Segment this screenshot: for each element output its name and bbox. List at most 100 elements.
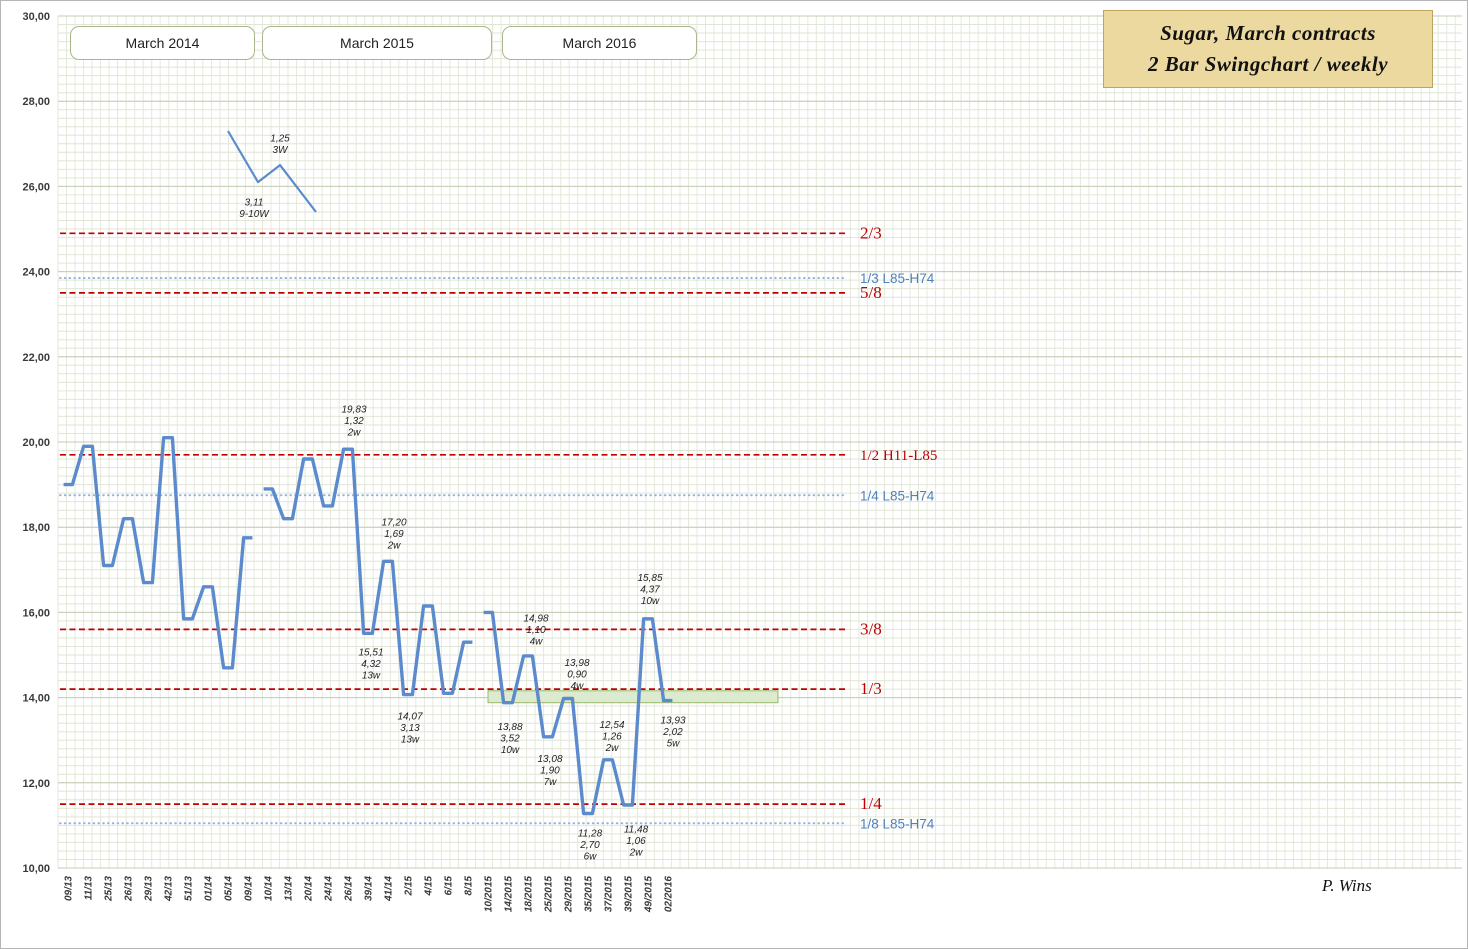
swing-annotation: 14,07 [397, 711, 422, 722]
y-axis-label: 10,00 [22, 863, 50, 875]
month-tab-label: March 2016 [562, 35, 637, 51]
swing-annotation: 2w [605, 743, 620, 754]
x-axis-label: 2/15 [404, 876, 415, 897]
swing-annotation: 13,08 [537, 754, 562, 765]
x-axis-label: 05/14 [224, 876, 235, 901]
level-label-5-8: 5/8 [860, 283, 882, 302]
swing-annotation: 17,20 [381, 518, 406, 529]
level-label-1-8-l85-h74: 1/8 L85-H74 [860, 816, 935, 831]
swing-annotation: 5w [667, 739, 681, 750]
x-axis-label: 09/13 [64, 876, 75, 901]
swing-annotation: 2,02 [662, 727, 683, 738]
swing-annotation: 0,90 [567, 670, 587, 681]
chart-title-box: Sugar, March contracts 2 Bar Swingchart … [1103, 10, 1433, 88]
x-axis-label: 10/14 [264, 876, 275, 901]
y-axis-label: 14,00 [22, 693, 50, 705]
y-axis-label: 18,00 [22, 522, 50, 534]
x-axis-label: 14/2015 [504, 876, 515, 913]
x-axis-label: 29/13 [144, 876, 155, 902]
x-axis-label: 18/2015 [524, 876, 535, 913]
x-axis-label: 11/13 [84, 876, 95, 901]
x-axis-label: 42/13 [164, 876, 175, 902]
x-axis-label: 8/15 [464, 876, 475, 896]
price-series-march-2016-contract [483, 610, 673, 816]
y-axis-label: 28,00 [22, 96, 50, 108]
swing-annotation: 13,93 [660, 716, 685, 727]
chart-title-line2: 2 Bar Swingchart / weekly [1147, 52, 1389, 76]
swing-annotation: 2w [629, 847, 644, 858]
swing-annotation: 12,54 [599, 720, 624, 731]
swing-annotation: 6w [584, 852, 598, 863]
swing-annotation: 3W [273, 145, 290, 156]
swing-annotation: 15,51 [358, 648, 383, 659]
swing-annotation: 10w [501, 745, 520, 756]
x-axis-label: 6/15 [444, 876, 455, 896]
swing-annotation: 7w [544, 777, 558, 788]
level-label-1-2-h11-l85: 1/2 H11-L85 [860, 448, 937, 464]
x-axis-label: 09/14 [244, 876, 255, 901]
swing-annotation: 1,10 [526, 625, 546, 636]
price-series-march-2014-high-fragment [227, 130, 317, 213]
swing-annotation: 13w [362, 671, 381, 682]
chart-title-line1: Sugar, March contracts [1160, 20, 1376, 45]
level-label-2-3: 2/3 [860, 223, 882, 242]
level-label-1-3: 1/3 [860, 679, 882, 698]
month-tab-label: March 2015 [340, 35, 414, 51]
price-series-march-2014-contract [63, 436, 253, 670]
swing-annotation: 9-10W [239, 209, 270, 220]
swing-annotation: 10w [641, 596, 660, 607]
y-axis-label: 20,00 [22, 437, 50, 449]
swing-annotation: 2,70 [579, 840, 600, 851]
swing-annotation: 4w [530, 636, 544, 647]
swing-annotation: 1,69 [384, 529, 404, 540]
month-tab-label: March 2014 [125, 35, 200, 51]
level-label-1-4-l85-h74: 1/4 L85-H74 [860, 488, 935, 503]
swing-annotation: 4,32 [361, 659, 381, 670]
y-axis-label: 30,00 [22, 11, 50, 23]
swing-annotation: 1,32 [344, 416, 364, 427]
y-axis-label: 22,00 [22, 352, 50, 364]
swing-annotation: 11,48 [624, 824, 649, 835]
x-axis-label: 4/15 [424, 876, 435, 897]
month-tab-march-2016[interactable]: March 2016 [502, 26, 697, 60]
x-axis-label: 25/2015 [544, 876, 555, 914]
x-axis-label: 29/2015 [564, 876, 575, 914]
x-axis-label: 39/14 [364, 876, 375, 901]
swing-annotation: 13,98 [564, 658, 589, 669]
month-tab-march-2014[interactable]: March 2014 [70, 26, 255, 60]
swing-annotation: 1,26 [602, 731, 622, 742]
x-axis-label: 26/14 [344, 876, 355, 902]
y-axis-label: 16,00 [22, 607, 50, 619]
x-axis-label: 24/14 [324, 876, 335, 902]
author-signature: P. Wins [1322, 876, 1372, 895]
x-axis-label: 25/13 [104, 876, 115, 902]
swing-annotation: 19,83 [341, 405, 366, 416]
swing-annotation: 13,88 [497, 722, 522, 733]
swing-annotation: 11,28 [578, 829, 603, 840]
level-label-3-8: 3/8 [860, 619, 882, 638]
swing-annotation: 1,90 [540, 766, 560, 777]
swing-annotation: 15,85 [637, 573, 662, 584]
x-axis-label: 49/2015 [644, 876, 655, 914]
swing-annotation: 3,52 [500, 734, 520, 745]
swing-annotation: 13w [401, 734, 420, 745]
x-axis-label: 13/14 [284, 876, 295, 901]
swing-annotation: 3,11 [245, 197, 264, 208]
y-axis-label: 26,00 [22, 181, 50, 193]
month-tab-march-2015[interactable]: March 2015 [262, 26, 492, 60]
swing-annotation: 2w [387, 541, 402, 552]
x-axis-label: 39/2015 [624, 876, 635, 913]
x-axis-label: 01/14 [204, 876, 215, 901]
y-axis-label: 12,00 [22, 778, 50, 790]
price-series-march-2015-contract [263, 447, 473, 697]
swing-annotation: 2w [347, 428, 362, 439]
swing-annotation: 1,25 [270, 134, 290, 145]
support-zone-band [487, 690, 779, 704]
x-axis-label: 10/2015 [484, 876, 495, 913]
swing-annotation: 14,98 [523, 613, 548, 624]
x-axis-label: 20/14 [304, 876, 315, 902]
level-label-1-3-l85-h74: 1/3 L85-H74 [860, 271, 935, 286]
x-axis-label: 41/14 [384, 876, 395, 902]
